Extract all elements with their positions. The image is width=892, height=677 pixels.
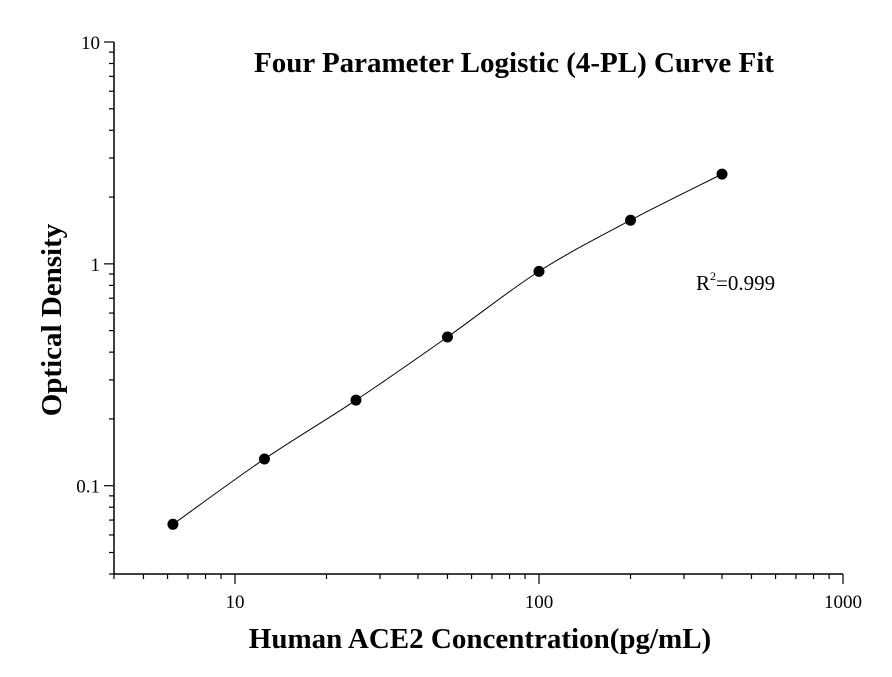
data-point (533, 265, 545, 277)
y-tick-label: 10 (81, 33, 100, 54)
r-squared-value: =0.999 (716, 271, 775, 295)
r-squared-sup: 2 (710, 269, 716, 283)
data-points (167, 168, 728, 530)
data-point (350, 394, 362, 406)
r-squared-annotation: R2=0.999 (696, 269, 775, 295)
data-point (167, 518, 179, 530)
r-squared-base: R (696, 271, 710, 295)
x-tick-label: 100 (525, 592, 554, 613)
data-point (258, 453, 270, 465)
y-tick-label: 0.1 (76, 477, 100, 498)
x-tick-label: 1000 (824, 592, 862, 613)
x-tick-label: 10 (225, 592, 244, 613)
data-point (441, 331, 453, 343)
y-tick-label: 1 (91, 255, 101, 276)
ticks (104, 41, 844, 584)
y-axis-title: Optical Density (36, 223, 68, 416)
data-point (625, 214, 637, 226)
chart-title: Four Parameter Logistic (4-PL) Curve Fit (254, 47, 774, 79)
x-axis-title: Human ACE2 Concentration(pg/mL) (249, 623, 711, 655)
tick-labels: 10 100 1000 0.1 1 10 (76, 33, 862, 613)
axes (113, 42, 843, 575)
data-point (716, 168, 728, 180)
fit-curve (172, 173, 723, 525)
